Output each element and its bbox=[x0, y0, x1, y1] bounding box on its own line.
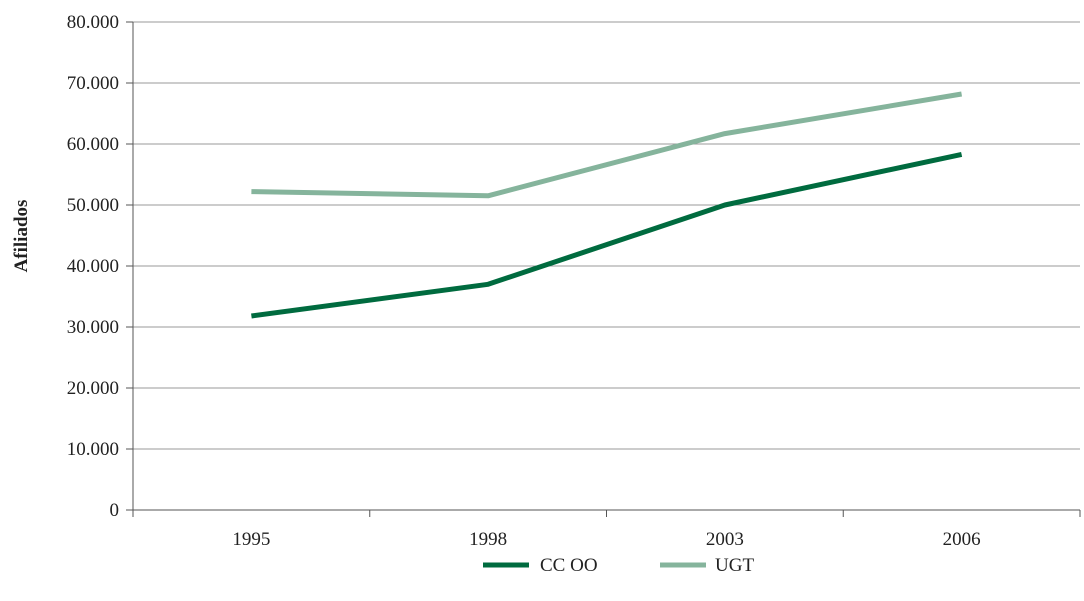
y-tick-label: 80.000 bbox=[67, 12, 119, 33]
series-line-ugt bbox=[251, 91, 963, 199]
legend: CC OO UGT bbox=[483, 555, 754, 576]
y-tick-label: 40.000 bbox=[67, 256, 119, 277]
gridlines bbox=[133, 21, 1080, 450]
x-tick-label: 1998 bbox=[469, 529, 507, 550]
y-tick-label: 20.000 bbox=[67, 378, 119, 399]
legend-label-cc-oo: CC OO bbox=[540, 555, 598, 576]
y-tick-label: 10.000 bbox=[67, 439, 119, 460]
legend-label-ugt: UGT bbox=[715, 555, 754, 576]
y-tick-label: 50.000 bbox=[67, 195, 119, 216]
x-tick-label: 1995 bbox=[232, 529, 270, 550]
y-tick-label: 30.000 bbox=[67, 317, 119, 338]
series-line-cc-oo bbox=[251, 151, 963, 319]
series-lines bbox=[251, 91, 963, 319]
y-tick-label: 60.000 bbox=[67, 134, 119, 155]
x-tick-label: 2003 bbox=[706, 529, 744, 550]
y-tick-label: 70.000 bbox=[67, 73, 119, 94]
x-tick-label: 2006 bbox=[943, 529, 981, 550]
y-tick-labels: 0 10.000 20.000 30.000 40.000 50.000 60.000 70.… bbox=[67, 12, 119, 521]
axes bbox=[126, 21, 1081, 517]
y-tick-label: 0 bbox=[110, 500, 120, 521]
y-axis-title: Afiliados bbox=[11, 200, 32, 273]
x-tick-labels: 1995 1998 2003 2006 bbox=[232, 529, 980, 550]
